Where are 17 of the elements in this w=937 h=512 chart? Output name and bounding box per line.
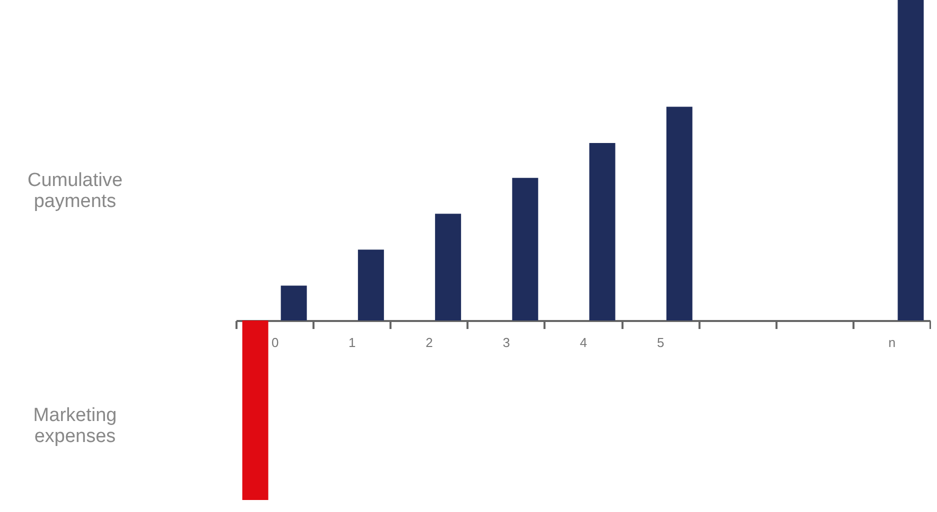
- bar: [242, 320, 268, 500]
- x-tick-label: n: [888, 335, 896, 350]
- x-tick-label: 1: [348, 335, 356, 350]
- bar: [512, 178, 538, 321]
- text: Cumulative payments: [27, 170, 123, 212]
- bar: [666, 106, 692, 321]
- text: Marketing expenses: [33, 405, 117, 447]
- x-tick-label: 0: [271, 335, 279, 350]
- bar: [280, 286, 307, 321]
- bar: [898, 0, 924, 321]
- x-tick-label: 2: [426, 335, 433, 350]
- bar: [589, 142, 616, 321]
- bar: [435, 214, 462, 321]
- x-tick-label: 3: [502, 335, 510, 350]
- x-tick-label: 4: [580, 335, 588, 350]
- bar: [358, 250, 384, 321]
- x-tick-label: 5: [656, 335, 664, 350]
